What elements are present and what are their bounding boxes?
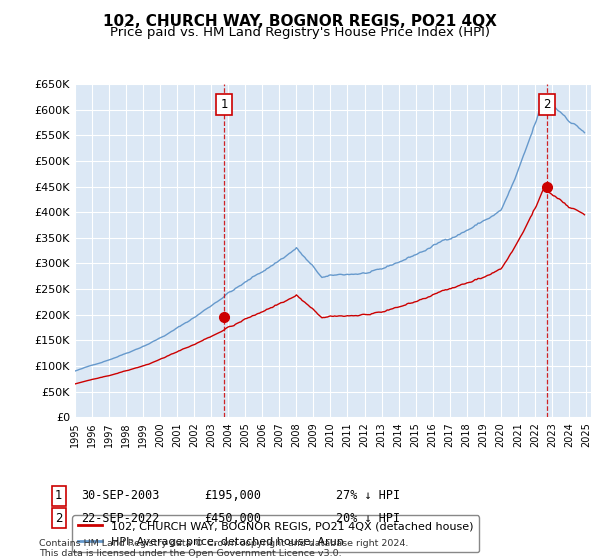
Text: 1: 1	[220, 98, 228, 111]
Text: Price paid vs. HM Land Registry's House Price Index (HPI): Price paid vs. HM Land Registry's House …	[110, 26, 490, 39]
Text: 22-SEP-2022: 22-SEP-2022	[81, 511, 160, 525]
Text: £195,000: £195,000	[204, 489, 261, 502]
Text: £450,000: £450,000	[204, 511, 261, 525]
Text: 2: 2	[544, 98, 551, 111]
Text: 1: 1	[55, 489, 62, 502]
Text: 102, CHURCH WAY, BOGNOR REGIS, PO21 4QX: 102, CHURCH WAY, BOGNOR REGIS, PO21 4QX	[103, 14, 497, 29]
Legend: 102, CHURCH WAY, BOGNOR REGIS, PO21 4QX (detached house), HPI: Average price, de: 102, CHURCH WAY, BOGNOR REGIS, PO21 4QX …	[73, 516, 479, 552]
Text: Contains HM Land Registry data © Crown copyright and database right 2024.
This d: Contains HM Land Registry data © Crown c…	[39, 539, 409, 558]
Text: 30-SEP-2003: 30-SEP-2003	[81, 489, 160, 502]
Text: 27% ↓ HPI: 27% ↓ HPI	[336, 489, 400, 502]
Text: 20% ↓ HPI: 20% ↓ HPI	[336, 511, 400, 525]
Text: 2: 2	[55, 511, 62, 525]
